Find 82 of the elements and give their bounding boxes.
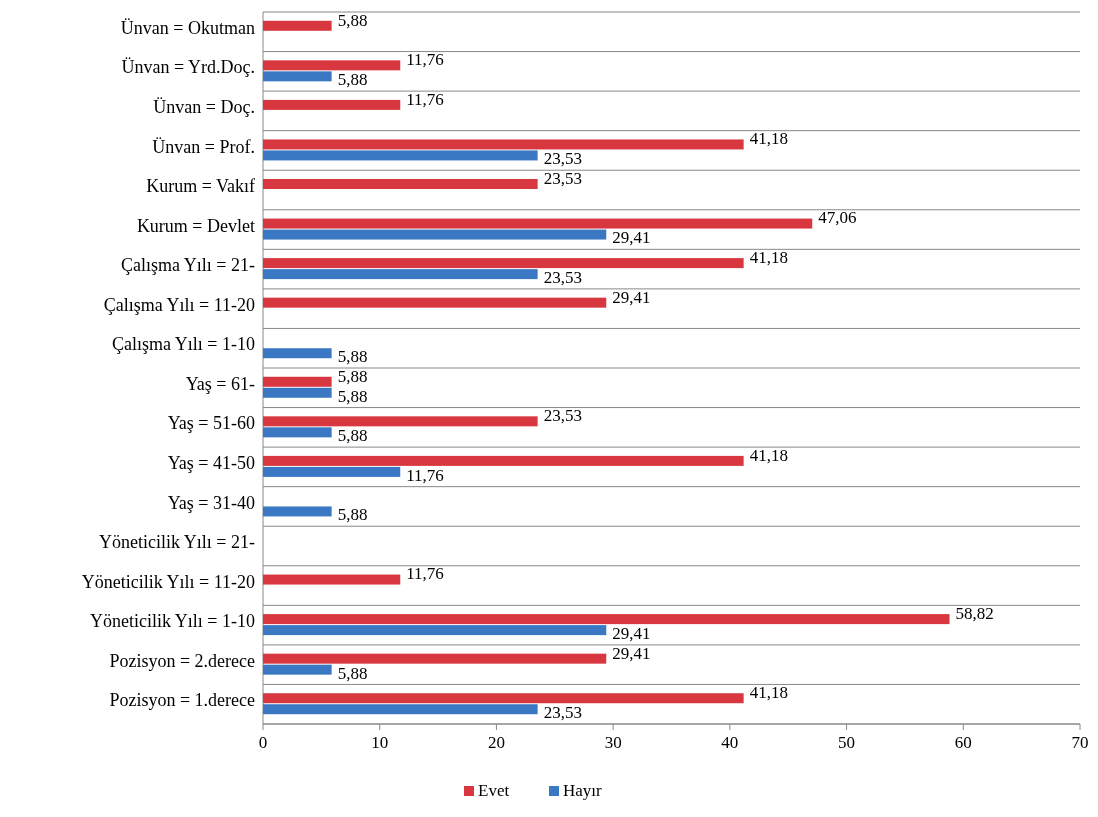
bar [263, 455, 744, 466]
data-label: 5,88 [337, 347, 368, 367]
data-label: 29,41 [612, 643, 651, 663]
bar [263, 297, 607, 308]
y-tick-label: Yöneticilik Yılı = 1-10 [90, 611, 255, 632]
data-label: 5,88 [337, 426, 368, 446]
bar [263, 664, 332, 675]
data-label: 5,88 [337, 386, 368, 406]
bar [263, 99, 401, 110]
data-label: 23,53 [543, 149, 582, 169]
bar [263, 71, 332, 82]
bar [263, 693, 744, 704]
bar [263, 653, 607, 664]
data-label: 29,41 [612, 287, 651, 307]
data-label: 23,53 [543, 268, 582, 288]
data-label: 5,88 [337, 663, 368, 683]
data-label: 29,41 [612, 624, 651, 644]
x-tick-label: 50 [838, 733, 856, 752]
y-tick-label: Ünvan = Doç. [153, 97, 255, 118]
bar [263, 348, 332, 359]
y-tick-label: Yöneticilik Yılı = 11-20 [81, 571, 255, 592]
bar [263, 614, 950, 625]
y-tick-label: Pozisyon = 1.derece [109, 690, 256, 711]
bar [263, 625, 607, 636]
y-tick-label: Yaş = 31-40 [167, 492, 255, 513]
bar [263, 269, 538, 280]
data-label: 23,53 [543, 703, 582, 723]
y-tick-label: Ünvan = Okutman [120, 17, 255, 38]
bar [263, 139, 744, 150]
bar [263, 258, 744, 269]
y-tick-label: Kurum = Devlet [136, 215, 255, 236]
data-label: 58,82 [955, 604, 994, 624]
data-label: 11,76 [406, 50, 444, 70]
bar [263, 387, 332, 398]
x-tick-label: 30 [604, 733, 622, 752]
data-label: 41,18 [749, 683, 788, 703]
data-label: 5,88 [337, 366, 368, 386]
bar [263, 704, 538, 715]
data-label: 41,18 [749, 129, 788, 149]
data-label: 5,88 [337, 505, 368, 525]
bar [263, 179, 538, 189]
data-label: 29,41 [612, 228, 651, 248]
data-label: 11,76 [406, 89, 444, 109]
data-label: 5,88 [337, 10, 368, 30]
data-label: 11,76 [406, 564, 444, 584]
data-label: 41,18 [749, 445, 788, 465]
legend-label: Hayır [563, 781, 603, 800]
y-tick-label: Pozisyon = 2.derece [109, 650, 256, 671]
x-tick-label: 60 [954, 733, 972, 752]
bar [263, 20, 332, 31]
bar [263, 574, 401, 585]
y-tick-label: Kurum = Vakıf [146, 176, 255, 197]
data-label: 23,53 [543, 406, 582, 426]
y-tick-label: Yaş = 61- [185, 373, 255, 394]
y-tick-label: Yaş = 51-60 [167, 413, 255, 434]
y-tick-label: Çalışma Yılı = 11-20 [103, 294, 255, 315]
data-label: 5,88 [337, 70, 368, 90]
bar [263, 229, 607, 240]
data-label: 11,76 [406, 465, 444, 485]
data-label: 47,06 [818, 208, 857, 228]
x-tick-label: 40 [721, 733, 739, 752]
y-tick-label: Ünvan = Prof. [152, 136, 255, 157]
y-tick-label: Çalışma Yılı = 1-10 [112, 334, 255, 355]
y-tick-label: Yaş = 41-50 [167, 453, 255, 474]
bar [263, 150, 538, 161]
x-tick-label: 20 [487, 733, 505, 752]
bar [263, 466, 401, 477]
bar [263, 506, 332, 517]
data-label: 41,18 [749, 248, 788, 268]
legend-label: Evet [478, 781, 510, 800]
data-label: 23,53 [543, 168, 582, 188]
x-tick-label: 0 [258, 733, 268, 752]
x-tick-label: 10 [371, 733, 389, 752]
bar [263, 416, 538, 427]
x-tick-label: 70 [1071, 733, 1089, 752]
bar [263, 60, 401, 71]
y-tick-label: Ünvan = Yrd.Doç. [121, 57, 255, 78]
bar [263, 376, 332, 387]
y-tick-label: Çalışma Yılı = 21- [121, 255, 255, 276]
bar [263, 427, 332, 438]
y-tick-label: Yöneticilik Yılı = 21- [99, 532, 255, 553]
bar [263, 218, 813, 229]
